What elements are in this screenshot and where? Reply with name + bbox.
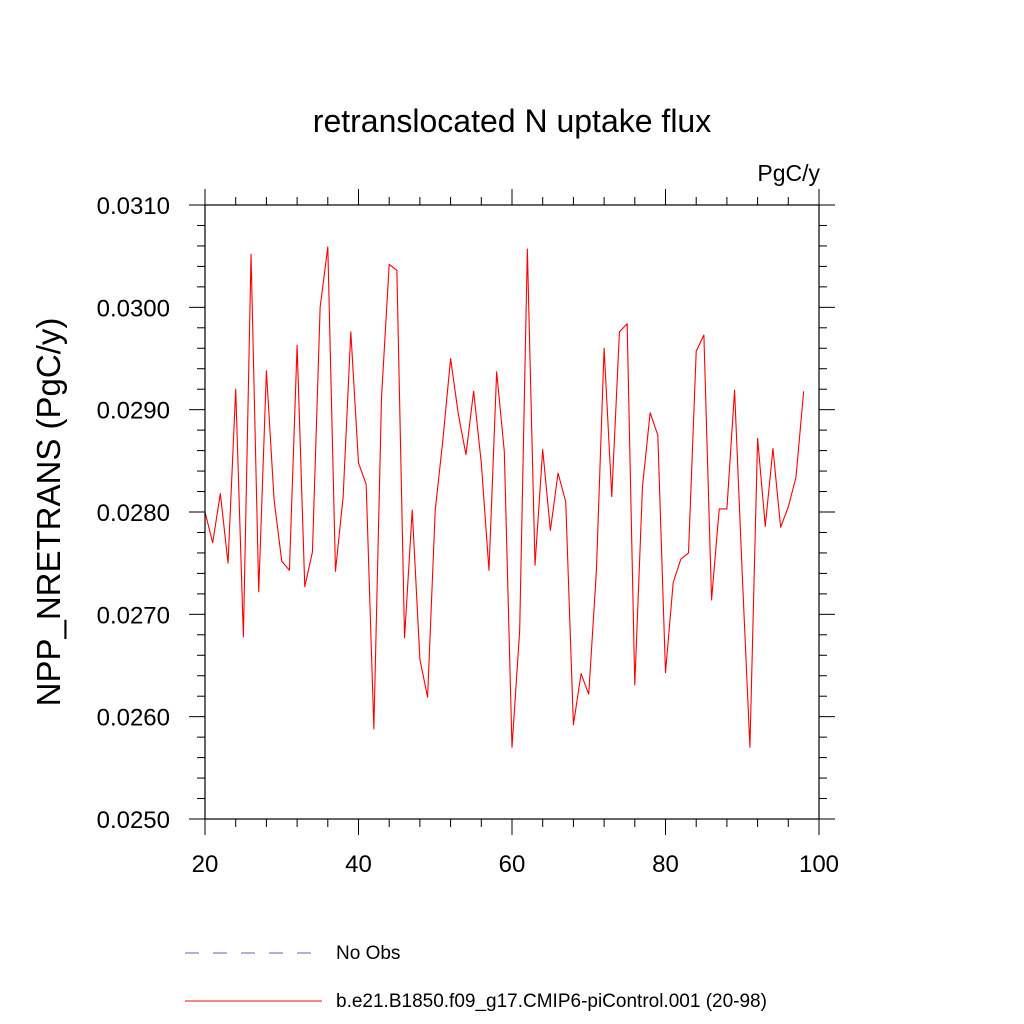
- y-tick-label: 0.0310: [97, 193, 170, 220]
- y-tick-label: 0.0250: [97, 807, 170, 834]
- plot-frame: [204, 204, 820, 820]
- chart-title: retranslocated N uptake flux: [313, 103, 711, 139]
- x-tick-label: 100: [799, 851, 839, 878]
- x-tick-label: 60: [499, 851, 526, 878]
- y-axis-label: NPP_NRETRANS (PgC/y): [30, 318, 67, 707]
- y-tick-label: 0.0280: [97, 500, 170, 527]
- y-tick-labels: 0.0250 0.0260 0.0270 0.0280 0.0290 0.0300 0.03…: [97, 193, 170, 834]
- axis-ticks: [189, 189, 835, 835]
- x-tick-labels: 20 40 60 80 100: [192, 851, 839, 878]
- legend-label-no-obs: No Obs: [336, 943, 400, 964]
- y-tick-label: 0.0270: [97, 602, 170, 629]
- x-tick-label: 40: [345, 851, 372, 878]
- x-tick-label: 80: [652, 851, 679, 878]
- legend-label-model: b.e21.B1850.f09_g17.CMIP6-piControl.001 …: [336, 991, 767, 1012]
- y-tick-label: 0.0260: [97, 705, 170, 732]
- x-tick-label: 20: [192, 851, 219, 878]
- y-tick-label: 0.0290: [97, 398, 170, 425]
- legend: No Obs b.e21.B1850.f09_g17.CMIP6-piContr…: [185, 943, 767, 1012]
- plot-area: [204, 246, 805, 748]
- series-line: [204, 246, 805, 748]
- units-label: PgC/y: [757, 160, 820, 186]
- y-tick-label: 0.0300: [97, 295, 170, 322]
